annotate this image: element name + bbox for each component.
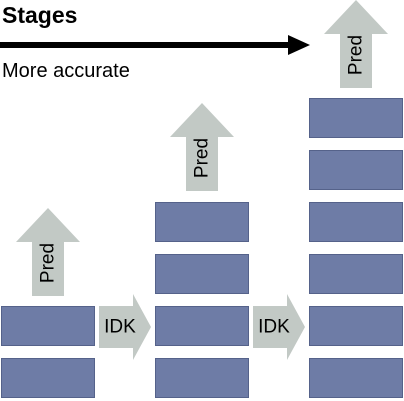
stage-3-block-1 <box>309 98 403 138</box>
stage-3-pred-label: Pred <box>345 34 367 76</box>
stage-2-idk-label: IDK <box>258 316 290 338</box>
stage-2-block-2 <box>155 254 249 294</box>
accuracy-arrow-icon <box>0 35 310 55</box>
stage-3-pred-arrow-icon <box>324 0 388 88</box>
stage-1-idk-label: IDK <box>104 316 136 338</box>
stage-2-pred-label: Pred <box>191 137 213 179</box>
accuracy-subtitle: More accurate <box>2 60 130 82</box>
stage-2-pred-arrow-icon <box>170 103 234 191</box>
stage-2-block-4 <box>155 358 249 398</box>
stage-3-block-4 <box>309 254 403 294</box>
stage-1-block-1 <box>1 306 95 346</box>
stage-1-pred-arrow-icon <box>16 208 80 296</box>
stage-1-pred-label: Pred <box>37 242 59 284</box>
stage-3-block-6 <box>309 358 403 398</box>
stage-2-block-1 <box>155 202 249 242</box>
stages-title: Stages <box>2 2 78 28</box>
stage-2-block-3 <box>155 306 249 346</box>
stage-1-idk-arrow-icon <box>99 294 151 360</box>
stage-3-block-2 <box>309 150 403 190</box>
stage-3-block-3 <box>309 202 403 242</box>
stage-3-block-5 <box>309 306 403 346</box>
stage-2-idk-arrow-icon <box>253 294 305 360</box>
stage-1-block-2 <box>1 358 95 398</box>
